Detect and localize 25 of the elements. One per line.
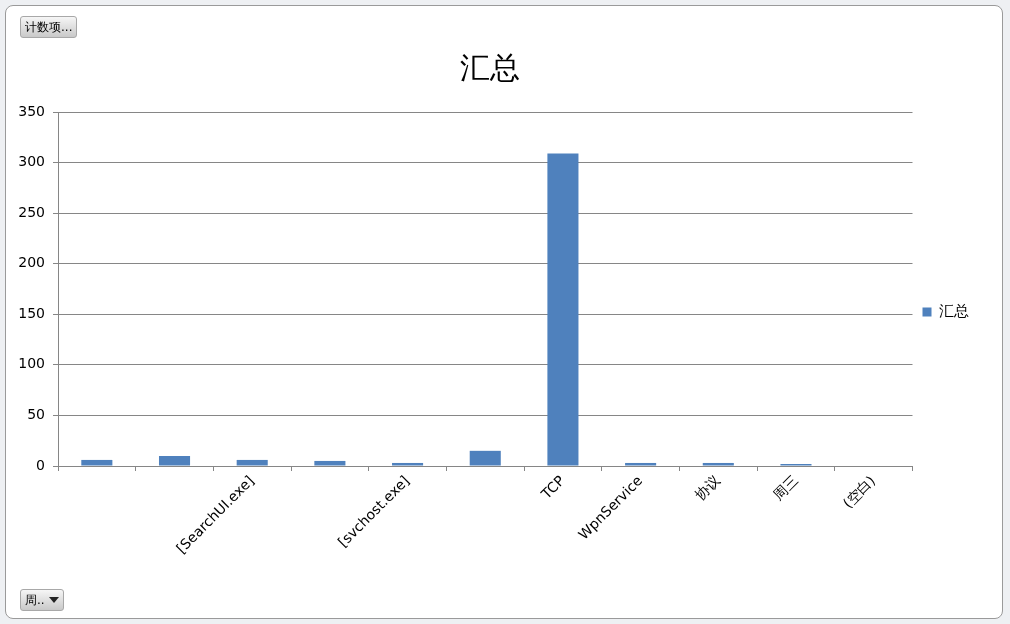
legend-label: 汇总 [939, 301, 969, 320]
y-tick-label: 0 [36, 456, 45, 473]
y-tick-label: 150 [18, 304, 45, 321]
x-tick-label: 协议 [691, 472, 723, 504]
x-tick-label: (空白) [839, 472, 879, 512]
chart-title: 汇总 [459, 49, 520, 85]
bar [625, 462, 657, 466]
bar [547, 153, 579, 466]
x-tick-label: TCP [537, 472, 568, 503]
y-tick-label: 50 [27, 406, 45, 423]
bar [392, 462, 424, 466]
x-tick-label: 周三 [769, 472, 801, 504]
bar [702, 462, 734, 466]
text: 计数项... [25, 19, 73, 36]
bar [314, 460, 346, 466]
y-tick-label: 300 [18, 153, 45, 170]
bar [81, 459, 113, 466]
y-tick-label: 250 [18, 203, 45, 220]
bar [236, 459, 268, 466]
bar [158, 455, 191, 466]
y-tick-label: 350 [18, 102, 45, 119]
y-tick-label: 100 [18, 355, 45, 372]
bar [469, 450, 501, 466]
y-tick-label: 200 [18, 254, 45, 271]
text: 周.. [25, 592, 45, 609]
